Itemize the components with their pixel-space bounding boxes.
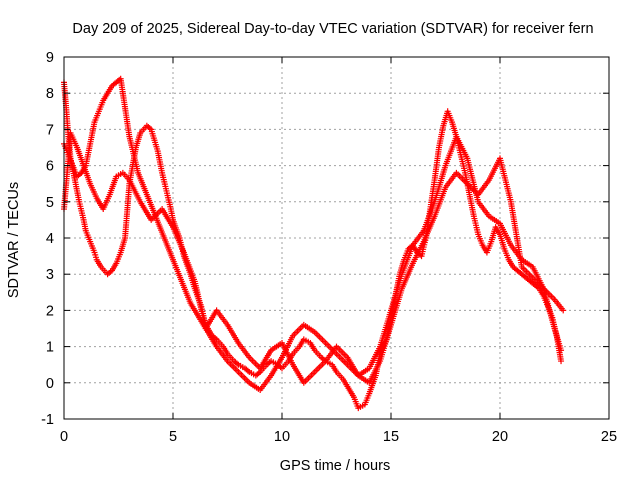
chart-title: Day 209 of 2025, Sidereal Day-to-day VTE…: [72, 21, 593, 37]
x-tick-label: 20: [492, 429, 508, 445]
x-tick-label: 0: [60, 429, 68, 445]
data-points: [61, 75, 567, 412]
y-tick-label: 3: [46, 267, 54, 283]
y-tick-label: 0: [46, 376, 54, 392]
x-tick-label: 25: [601, 429, 617, 445]
y-tick-label: 1: [46, 340, 54, 356]
y-tick-label: 7: [46, 122, 54, 138]
y-tick-label: 5: [46, 195, 54, 211]
x-axis-label: GPS time / hours: [280, 458, 390, 474]
data-point: [558, 347, 565, 354]
data-point: [560, 307, 567, 314]
y-tick-label: -1: [41, 412, 54, 428]
data-point: [558, 358, 565, 365]
x-tick-label: 10: [274, 429, 290, 445]
x-tick-label: 5: [169, 429, 177, 445]
y-tick-label: 2: [46, 303, 54, 319]
y-tick-label: 8: [46, 86, 54, 102]
grid-lines: [64, 57, 609, 419]
y-axis-label: SDTVAR / TECUs: [6, 182, 22, 298]
x-tick-label: 15: [383, 429, 399, 445]
y-tick-label: 9: [46, 50, 54, 66]
y-tick-label: 6: [46, 159, 54, 175]
axis-ticks: 0 5 10 15 20 25 -1 0 1 2 3 4 5 6 7 8 9: [41, 50, 617, 445]
y-tick-label: 4: [46, 231, 54, 247]
